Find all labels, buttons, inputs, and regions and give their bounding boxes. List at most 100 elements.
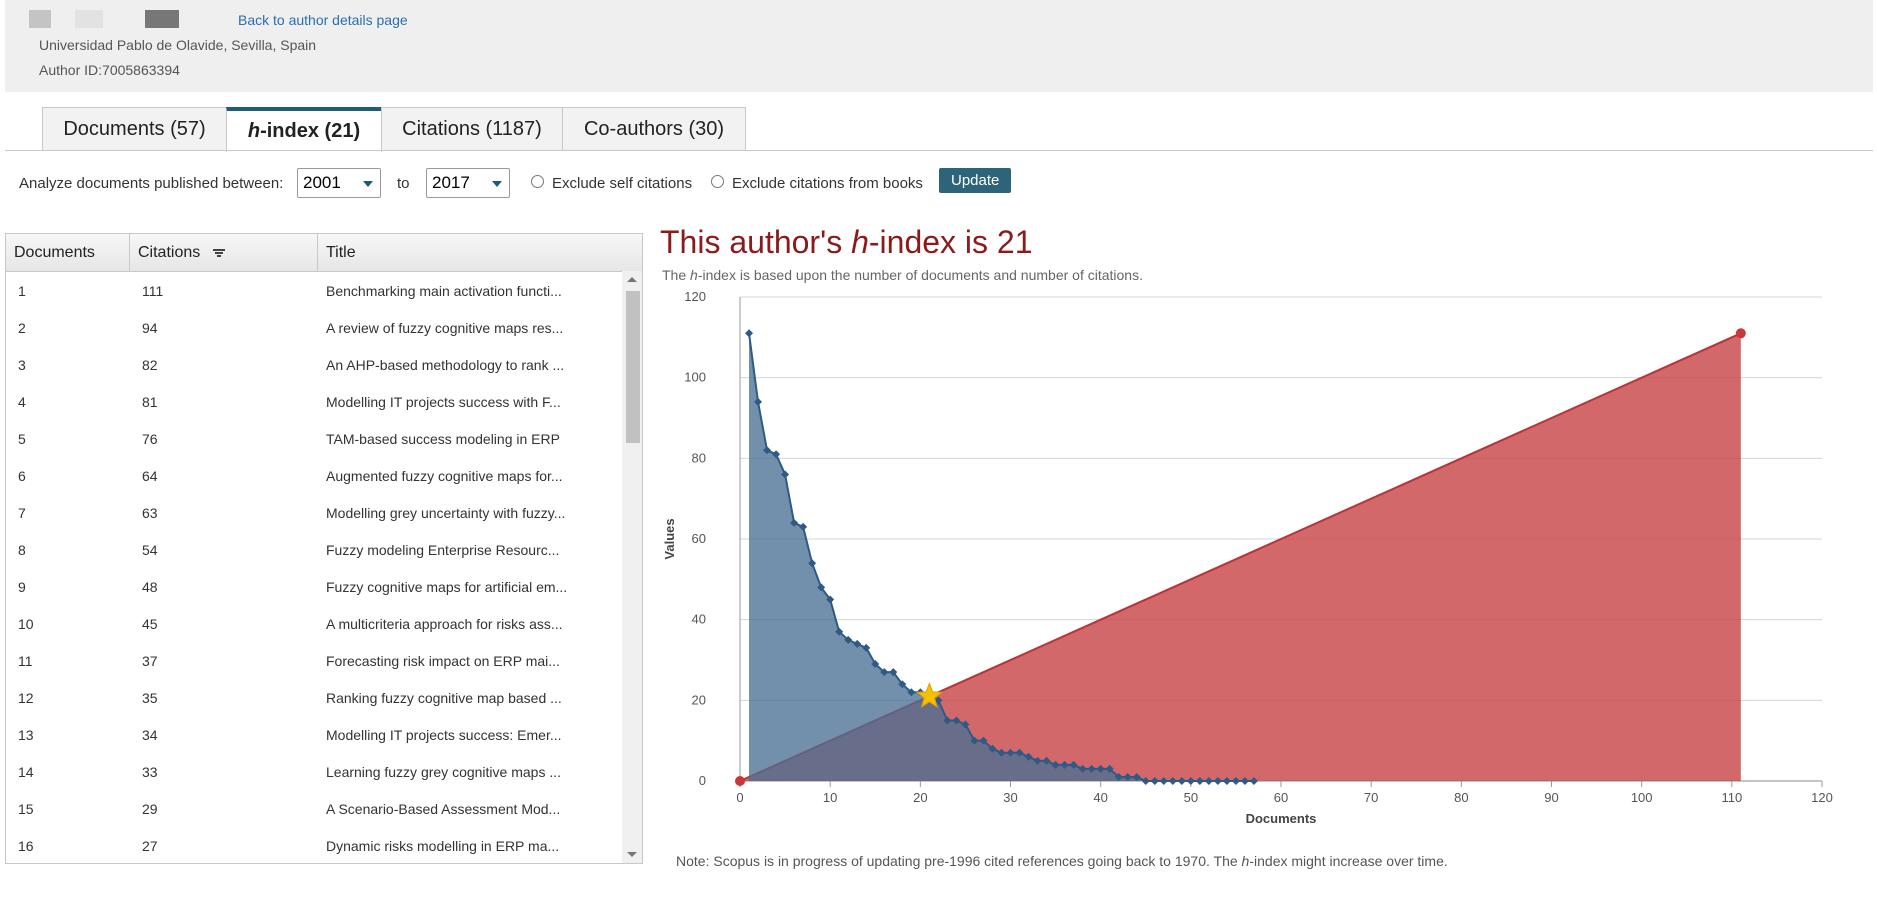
- table-row[interactable]: 2 94 A review of fuzzy cognitive maps res.…: [6, 308, 622, 345]
- to-year-value: 2017: [432, 173, 470, 192]
- redacted-author-name: [75, 10, 103, 28]
- subtitle-prefix: The: [662, 267, 691, 283]
- citation-point: [1150, 777, 1159, 785]
- exclude-books-label: Exclude citations from books: [732, 175, 923, 192]
- citation-point: [754, 397, 763, 406]
- cell-title[interactable]: A Scenario-Based Assessment Mod...: [326, 801, 561, 817]
- y-tick-label: 120: [684, 289, 706, 304]
- cell-citations: 82: [142, 357, 158, 373]
- cell-citations: 64: [142, 468, 158, 484]
- cell-citations: 111: [142, 283, 164, 299]
- citation-point: [844, 635, 853, 644]
- citation-point: [1042, 756, 1051, 765]
- citation-point: [898, 680, 907, 689]
- cell-title[interactable]: Learning fuzzy grey cognitive maps ...: [326, 764, 562, 780]
- table-row[interactable]: 15 29 A Scenario-Based Assessment Mod...: [6, 789, 622, 826]
- exclude-books-radio[interactable]: [711, 175, 724, 188]
- author-header: Back to author details page Universidad …: [5, 0, 1873, 92]
- cell-document-rank: 1: [18, 283, 26, 299]
- table-row[interactable]: 4 81 Modelling IT projects success with F.…: [6, 382, 622, 419]
- cell-title[interactable]: TAM-based success modeling in ERP: [326, 431, 560, 447]
- cell-title[interactable]: Fuzzy modeling Enterprise Resourc...: [326, 542, 560, 558]
- x-tick-label: 60: [1274, 790, 1288, 805]
- citation-point: [943, 716, 952, 725]
- table-row[interactable]: 13 34 Modelling IT projects success: Emer.…: [6, 715, 622, 752]
- column-header-documents[interactable]: Documents: [6, 234, 130, 271]
- y-tick-label: 20: [692, 692, 706, 707]
- table-row[interactable]: 16 27 Dynamic risks modelling in ERP ma...: [6, 826, 622, 863]
- update-graph-button[interactable]: Update Graph: [939, 168, 1012, 214]
- citation-point: [1249, 777, 1258, 785]
- citation-point: [961, 720, 970, 729]
- citations-area: [749, 333, 1254, 781]
- table-row[interactable]: 11 37 Forecasting risk impact on ERP mai..…: [6, 641, 622, 678]
- cell-title[interactable]: An AHP-based methodology to rank ...: [326, 357, 565, 373]
- cell-citations: 33: [142, 764, 158, 780]
- from-year-select[interactable]: 2001: [297, 168, 381, 198]
- chevron-down-icon: [363, 181, 373, 187]
- table-header: Documents Citations Title: [6, 234, 642, 272]
- tab-documents[interactable]: Documents (57): [42, 107, 227, 150]
- table-row[interactable]: 8 54 Fuzzy modeling Enterprise Resourc...: [6, 530, 622, 567]
- subtitle-suffix: -index is based upon the number of docum…: [697, 267, 1143, 283]
- scrollbar-thumb[interactable]: [626, 291, 640, 443]
- cell-title[interactable]: Modelling grey uncertainty with fuzzy...: [326, 505, 566, 521]
- tab-citations[interactable]: Citations (1187): [381, 107, 563, 150]
- x-tick-label: 20: [913, 790, 927, 805]
- table-row[interactable]: 3 82 An AHP-based methodology to rank ...: [6, 345, 622, 382]
- cell-title[interactable]: Modelling IT projects success: Emer...: [326, 727, 562, 743]
- tab-co-authors[interactable]: Co-authors (30): [562, 107, 746, 150]
- table-scrollbar[interactable]: [622, 271, 642, 863]
- cell-document-rank: 5: [18, 431, 26, 447]
- citation-point: [997, 748, 1006, 757]
- citation-point: [1159, 777, 1168, 785]
- cell-title[interactable]: Forecasting risk impact on ERP mai...: [326, 653, 560, 669]
- cell-citations: 34: [142, 727, 158, 743]
- citation-point: [970, 736, 979, 745]
- cell-title[interactable]: Fuzzy cognitive maps for artificial em..…: [326, 579, 568, 595]
- table-row[interactable]: 1 111 Benchmarking main activation functi.…: [6, 271, 622, 308]
- tab-label: Documents (57): [63, 117, 206, 140]
- note-h: h: [1241, 853, 1250, 869]
- citation-point: [889, 668, 898, 677]
- table-row[interactable]: 12 35 Ranking fuzzy cognitive map based ..…: [6, 678, 622, 715]
- scroll-up-icon[interactable]: [627, 277, 637, 282]
- column-header-citations[interactable]: Citations: [130, 234, 318, 271]
- cell-title[interactable]: Benchmarking main activation functi...: [326, 283, 562, 299]
- scroll-down-icon[interactable]: [627, 852, 637, 857]
- sort-icon: [212, 248, 225, 257]
- citation-point: [1105, 764, 1114, 773]
- table-row[interactable]: 7 63 Modelling grey uncertainty with fuzzy…: [6, 493, 622, 530]
- x-tick-label: 80: [1454, 790, 1468, 805]
- tab-h-index[interactable]: h-index (21): [226, 107, 382, 152]
- citation-point: [1069, 760, 1078, 769]
- cell-title[interactable]: A multicriteria approach for risks ass..…: [326, 616, 563, 632]
- cell-citations: 45: [142, 616, 158, 632]
- x-tick-label: 40: [1093, 790, 1107, 805]
- exclude-self-radio[interactable]: [531, 175, 544, 188]
- tab-label: Citations (1187): [402, 117, 542, 140]
- citation-point: [1231, 777, 1240, 785]
- scopus-note: Note: Scopus is in progress of updating …: [676, 853, 1448, 869]
- cell-document-rank: 7: [18, 505, 26, 521]
- back-to-author-link[interactable]: Back to author details page: [238, 12, 408, 28]
- table-row[interactable]: 14 33 Learning fuzzy grey cognitive maps .…: [6, 752, 622, 789]
- subtitle-h: h: [690, 267, 698, 283]
- cell-title[interactable]: Modelling IT projects success with F...: [326, 394, 561, 410]
- chevron-down-icon: [492, 181, 502, 187]
- citation-point: [763, 446, 772, 455]
- x-tick-label: 90: [1544, 790, 1558, 805]
- cell-title[interactable]: Dynamic risks modelling in ERP ma...: [326, 838, 560, 854]
- table-row[interactable]: 6 64 Augmented fuzzy cognitive maps for...: [6, 456, 622, 493]
- x-axis-label: Documents: [1246, 811, 1317, 826]
- table-row[interactable]: 5 76 TAM-based success modeling in ERP: [6, 419, 622, 456]
- table-row[interactable]: 9 48 Fuzzy cognitive maps for artificial e…: [6, 567, 622, 604]
- cell-title[interactable]: Ranking fuzzy cognitive map based ...: [326, 690, 562, 706]
- table-row[interactable]: 10 45 A multicriteria approach for risks a…: [6, 604, 622, 641]
- column-header-title[interactable]: Title: [318, 234, 642, 271]
- x-tick-label: 110: [1721, 790, 1742, 805]
- citation-point: [988, 744, 997, 753]
- cell-title[interactable]: Augmented fuzzy cognitive maps for...: [326, 468, 563, 484]
- to-year-select[interactable]: 2017: [426, 168, 510, 198]
- cell-title[interactable]: A review of fuzzy cognitive maps res...: [326, 320, 564, 336]
